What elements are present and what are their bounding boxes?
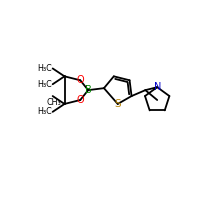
- Text: O: O: [76, 95, 84, 105]
- Text: S: S: [114, 99, 121, 109]
- Text: H₃C: H₃C: [37, 64, 52, 73]
- Text: CH₃: CH₃: [46, 98, 61, 107]
- Text: H₃C: H₃C: [37, 107, 52, 116]
- Text: O: O: [76, 75, 84, 85]
- Text: H₃C: H₃C: [37, 80, 52, 89]
- Text: N: N: [154, 82, 161, 92]
- Text: B: B: [85, 85, 92, 95]
